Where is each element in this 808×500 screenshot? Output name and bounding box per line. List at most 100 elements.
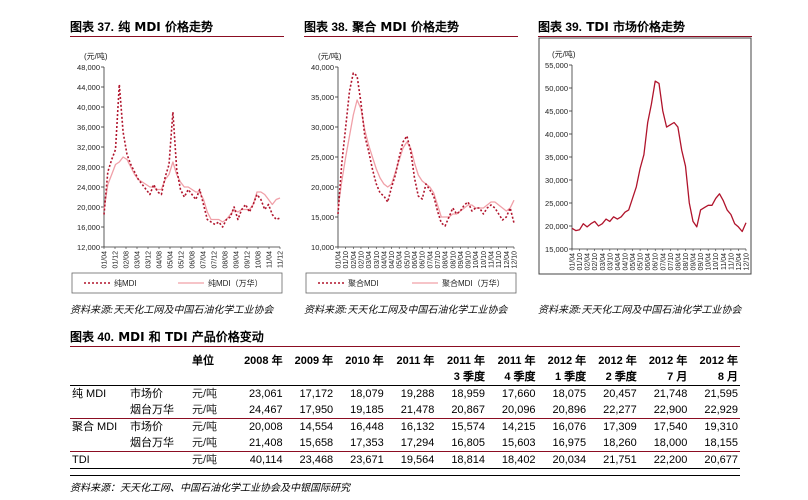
- x-tick-label: 10/10: [481, 251, 488, 269]
- y-tick-label: 36,000: [77, 123, 100, 132]
- header-cell: 1 季度: [537, 369, 589, 386]
- y-tick-label: 44,000: [77, 83, 100, 92]
- price-cell: 19,310: [689, 418, 740, 435]
- y-tick-label: 20,000: [77, 203, 100, 212]
- x-tick-label: 10/08: [256, 251, 263, 269]
- series-line-market: [337, 72, 515, 227]
- price-cell: 20,034: [537, 451, 589, 469]
- price-cell: 16,448: [335, 418, 386, 435]
- y-tick-label: 12,000: [77, 243, 100, 252]
- x-tick-label: 07/10: [668, 253, 675, 271]
- header-cell: 2009 年: [294, 355, 334, 367]
- table-title: 图表 40. MDI 和 TDI 产品价格变动: [70, 328, 740, 347]
- header-cell: [70, 353, 128, 369]
- price-cell: 19,185: [350, 404, 384, 416]
- price-change-table: 单位 2008 年 2009 年 2010 年 2011 年 2011 年 20…: [70, 353, 740, 469]
- price-cell: 20,677: [689, 451, 740, 469]
- product-cell: TDI: [70, 451, 128, 469]
- legend-box: [305, 272, 517, 294]
- y-tick-label: 40,000: [311, 63, 334, 72]
- x-tick-label: 07/12: [212, 251, 219, 269]
- header-cell: 2011 年: [447, 355, 485, 367]
- header-cell: 单位: [192, 355, 214, 367]
- price-cell: 22,900: [653, 404, 688, 416]
- price-cell: 20,867: [451, 404, 485, 416]
- legend-box: [71, 272, 283, 294]
- x-tick-label: 07/10: [435, 251, 442, 269]
- legend-label: 聚合MDI: [348, 278, 379, 288]
- header-cell: 7 月: [638, 369, 690, 386]
- price-type-cell: [128, 451, 190, 469]
- x-tick-label: 12/04: [736, 253, 743, 271]
- x-tick-label: 10/04: [473, 251, 480, 269]
- x-tick-label: 02/10: [358, 251, 365, 269]
- price-cell: 21,408: [248, 437, 283, 449]
- price-cell: 17,353: [350, 437, 384, 449]
- x-tick-label: 09/04: [691, 253, 698, 271]
- x-tick-label: 01/04: [336, 251, 343, 269]
- x-tick-label: 05/12: [179, 251, 186, 269]
- source-note: 资料来源:天天化工网及中国石油化学工业协会: [304, 305, 508, 316]
- price-cell: 24,467: [248, 404, 283, 416]
- y-tick-label: 25,000: [311, 153, 334, 162]
- y-tick-label: 35,000: [311, 93, 334, 102]
- price-cell: 22,200: [638, 451, 690, 469]
- product-cell: [70, 402, 128, 419]
- x-tick-label: 06/08: [190, 251, 197, 269]
- panel-title: 图表 37. 纯 MDI 价格走势: [70, 18, 284, 37]
- legend-label: 聚合MDI（万华）: [442, 278, 505, 288]
- price-cell: 23,671: [335, 451, 386, 469]
- series-line-wanhua: [571, 80, 747, 233]
- table-row: 烟台万华 元/吨 24,467 17,950 19,185 21,478 20,867 20,…: [70, 402, 740, 419]
- price-cell: 20,096: [501, 404, 536, 416]
- header-cell: 8 月: [689, 369, 740, 386]
- price-cell: 18,000: [653, 437, 688, 449]
- x-tick-label: 08/10: [683, 253, 690, 271]
- header-cell: [190, 369, 234, 386]
- x-tick-label: 08/08: [223, 251, 230, 269]
- x-tick-label: 05/04: [630, 253, 637, 271]
- header-cell: [284, 369, 336, 386]
- price-cell: 23,061: [234, 385, 285, 402]
- y-unit-label: (元/吨): [84, 51, 108, 61]
- x-tick-label: 09/10: [698, 253, 705, 271]
- header-cell: 2010 年: [345, 355, 384, 367]
- x-tick-label: 04/04: [381, 251, 388, 269]
- price-cell: 18,260: [603, 437, 637, 449]
- price-cell: 21,478: [400, 404, 435, 416]
- legend-label: 纯MDI: [114, 278, 137, 288]
- price-type-cell: 烟台万华: [130, 437, 174, 449]
- price-cell: 19,564: [385, 451, 437, 469]
- x-tick-label: 01/10: [343, 251, 350, 269]
- price-cell: 16,076: [537, 418, 589, 435]
- header-cell: [385, 369, 437, 386]
- table-row: TDI 元/吨 40,114 23,468 23,671 19,564 18,814 18,4…: [70, 451, 740, 469]
- price-cell: 23,468: [284, 451, 336, 469]
- y-tick-label: 20,000: [311, 183, 334, 192]
- y-tick-label: 35,000: [545, 153, 568, 162]
- panel-title: 图表 38. 聚合 MDI 价格走势: [304, 18, 518, 37]
- product-cell: 纯 MDI: [70, 385, 128, 402]
- source-note: 资料来源:天天化工网及中国石油化学工业协会: [70, 305, 274, 316]
- x-tick-label: 08/10: [450, 251, 457, 269]
- x-tick-label: 06/10: [420, 251, 427, 269]
- x-tick-label: 05/04: [168, 251, 175, 269]
- x-tick-label: 05/10: [404, 251, 411, 269]
- y-tick-label: 55,000: [545, 61, 568, 70]
- y-tick-label: 15,000: [311, 213, 334, 222]
- x-tick-label: 06/10: [653, 253, 660, 271]
- y-tick-label: 45,000: [545, 107, 568, 116]
- source-note: 资料来源:天天化工网及中国石油化学工业协会: [538, 305, 742, 316]
- price-cell: 17,294: [400, 437, 435, 449]
- price-cell: 14,554: [284, 418, 336, 435]
- price-type-cell: 市场价: [128, 385, 190, 402]
- x-tick-label: 01/10: [577, 253, 584, 271]
- unit-cell: 元/吨: [190, 385, 234, 402]
- header-cell: 2 季度: [588, 369, 639, 386]
- x-tick-label: 10/04: [706, 253, 713, 271]
- unit-cell: 元/吨: [190, 418, 234, 435]
- header-cell: 2012 年: [699, 355, 738, 367]
- x-tick-label: 05/10: [638, 253, 645, 271]
- series-line-wanhua: [337, 99, 515, 218]
- table-header-row: 单位 2008 年 2009 年 2010 年 2011 年 2011 年 20…: [70, 353, 740, 369]
